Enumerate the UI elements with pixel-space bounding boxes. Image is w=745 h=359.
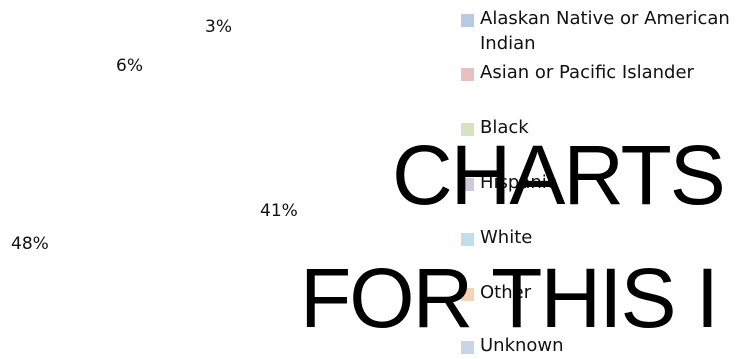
legend-swatch: [461, 233, 474, 246]
legend-label: Other: [480, 282, 532, 303]
legend-swatch: [461, 68, 474, 81]
legend-label: Black: [480, 117, 529, 138]
data-label-3pct: 3%: [205, 17, 232, 37]
legend-label: Hispanic: [480, 172, 557, 193]
legend-label: Alaskan Native or American Indian: [480, 8, 730, 54]
chart-legend: Alaskan Native or American Indian Asian …: [461, 0, 745, 359]
data-label-48pct: 48%: [11, 234, 49, 254]
data-label-41pct: 41%: [260, 201, 298, 221]
data-label-6pct: 6%: [116, 56, 143, 76]
legend-swatch: [461, 341, 474, 354]
watermark-line-1: CHARTS: [392, 128, 726, 222]
legend-swatch: [461, 178, 474, 191]
legend-swatch: [461, 123, 474, 136]
watermark-line-2: FOR THIS I: [300, 251, 719, 345]
legend-label: Asian or Pacific Islander: [480, 62, 694, 83]
legend-label: White: [480, 227, 533, 248]
legend-label: Unknown: [480, 335, 564, 356]
legend-swatch: [461, 288, 474, 301]
legend-swatch: [461, 14, 474, 27]
